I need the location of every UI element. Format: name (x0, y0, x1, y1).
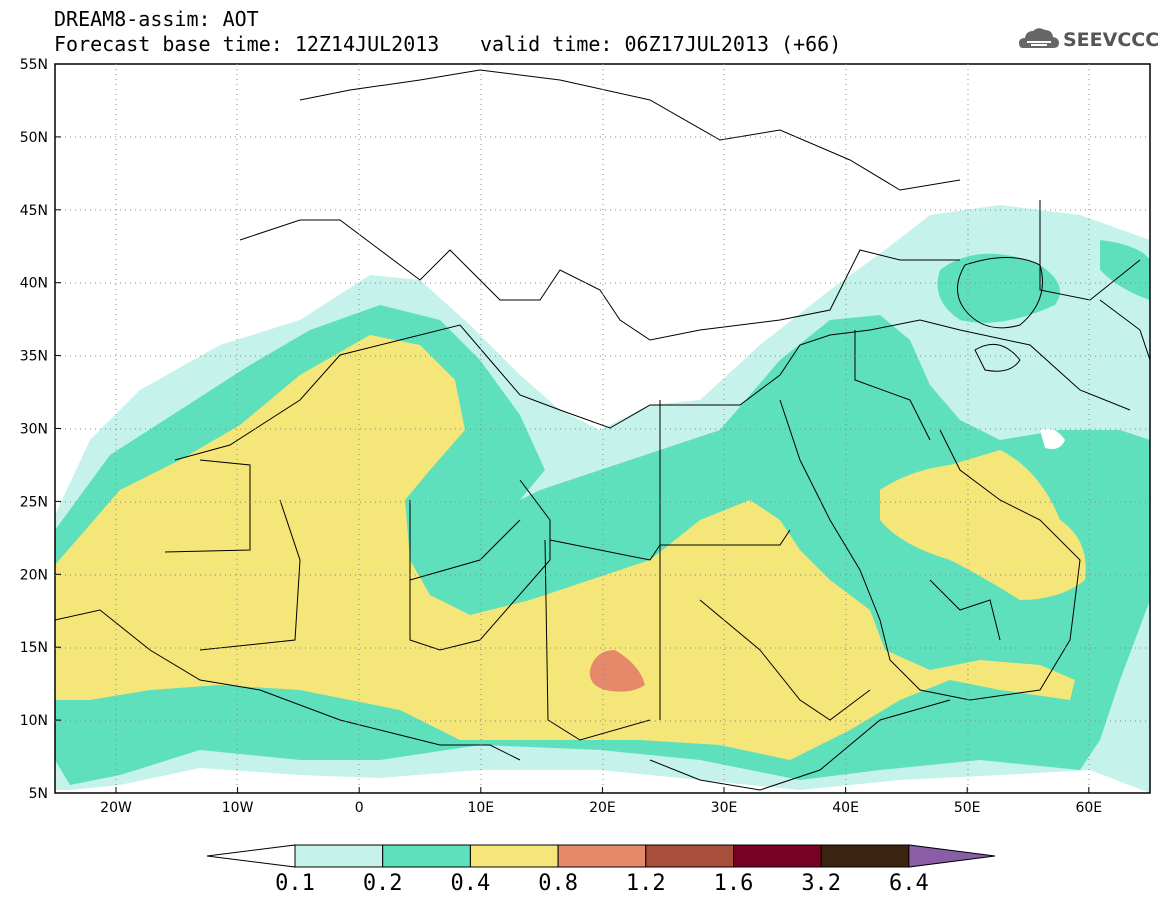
lat-label: 50N (20, 130, 48, 146)
lat-label: 10N (20, 713, 48, 729)
lat-label: 55N (20, 57, 48, 73)
lon-label: 10E (467, 800, 494, 816)
aot-field-0.4 (55, 335, 1075, 760)
colorbar-label: 1.2 (625, 871, 666, 896)
lat-labels: 55N 50N 45N 40N 35N 30N 25N 20N 15N 10N 5N (20, 57, 61, 802)
lon-label: 60E (1075, 800, 1102, 816)
colorbar-swatch (645, 844, 734, 868)
lon-label: 10W (222, 800, 254, 816)
lat-label: 40N (20, 276, 48, 292)
colorbar-label: 0.2 (362, 871, 403, 896)
lat-label: 30N (20, 422, 48, 438)
lon-label: 0 (355, 800, 364, 816)
valid-time: valid time: 06Z17JUL2013 (+66) (480, 32, 842, 56)
colorbar-label: 0.8 (538, 871, 578, 896)
colorbar-label: 1.6 (713, 871, 754, 896)
colorbar-arrow-low (206, 844, 296, 868)
colorbar-swatch (557, 844, 647, 868)
lat-label: 35N (20, 349, 48, 365)
aot-field-0.8 (589, 650, 645, 692)
colorbar-label: 0.1 (275, 871, 315, 896)
lon-label: 30E (711, 800, 738, 816)
lat-label: 20N (20, 567, 48, 583)
lat-label: 5N (29, 786, 48, 802)
colorbar-swatch (382, 844, 471, 868)
colorbar-swatch (469, 844, 559, 868)
colorbar-arrow-high (908, 844, 996, 868)
lon-label: 20E (589, 800, 616, 816)
colorbar (206, 844, 996, 868)
colorbar-swatch (733, 844, 822, 868)
lat-label: 45N (20, 203, 48, 219)
colorbar-swatch (294, 844, 384, 868)
lon-label: 20W (100, 800, 132, 816)
colorbar-label: 6.4 (889, 871, 929, 896)
chart-title: DREAM8-assim: AOT (54, 7, 259, 31)
logo-text: SEEVCCC (1063, 29, 1160, 51)
lat-label: 25N (20, 494, 48, 510)
lon-label: 50E (954, 800, 981, 816)
cloud-icon (1019, 28, 1059, 48)
colorbar-label: 0.4 (450, 871, 491, 896)
lat-label: 15N (20, 640, 48, 656)
lon-label: 40E (832, 800, 859, 816)
forecast-base-time: Forecast base time: 12Z14JUL2013 (54, 32, 440, 56)
coastlines (55, 69, 1150, 791)
colorbar-swatch (820, 844, 910, 868)
colorbar-label: 3.2 (801, 871, 842, 896)
lon-labels: 20W 10W 0 10E 20E 30E 40E 50E 60E (100, 787, 1102, 816)
